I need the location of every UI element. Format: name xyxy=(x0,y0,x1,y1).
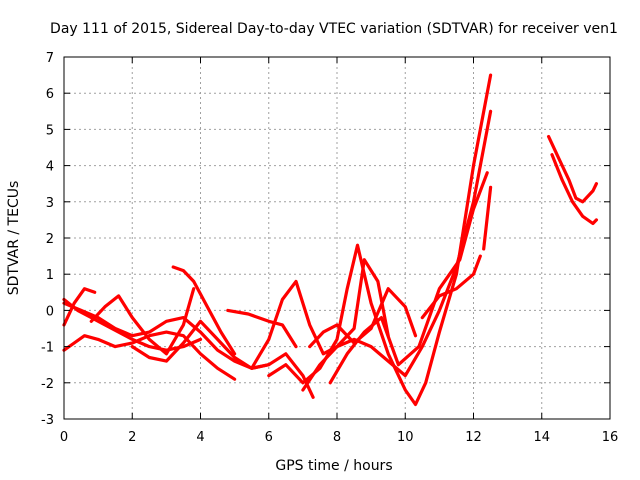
x-tick-label: 10 xyxy=(397,430,414,445)
y-tick-label: -2 xyxy=(41,377,54,392)
y-tick-label: 0 xyxy=(46,304,54,319)
series-arc17-markers xyxy=(551,154,597,225)
series-arc13-markers xyxy=(329,172,488,384)
x-tick-label: 14 xyxy=(533,430,550,445)
series-arc4 xyxy=(62,301,271,370)
series-arc1-markers xyxy=(63,331,236,380)
x-tick-label: 12 xyxy=(465,430,482,445)
y-tick-label: 5 xyxy=(46,123,54,138)
series-arc17 xyxy=(550,153,599,226)
y-tick-label: 6 xyxy=(46,87,54,102)
series-arc13 xyxy=(328,171,489,385)
series-arc7-markers xyxy=(172,266,236,355)
y-tick-label: -3 xyxy=(41,413,54,428)
series-arc6 xyxy=(130,319,315,399)
series-arc2 xyxy=(62,297,203,352)
y-tick-label: -1 xyxy=(41,341,54,356)
x-tick-label: 4 xyxy=(196,430,204,445)
x-tick-label: 0 xyxy=(60,430,68,445)
y-tick-label: 2 xyxy=(46,232,54,247)
series-arc16 xyxy=(546,135,599,204)
y-tick-label: 7 xyxy=(46,51,54,66)
grid-lines xyxy=(64,57,610,419)
y-tick-label: 1 xyxy=(46,268,54,283)
series-arc5-markers xyxy=(90,288,195,355)
series-arc8 xyxy=(226,308,298,349)
series-arc9-markers xyxy=(251,257,389,369)
series-arc14 xyxy=(420,254,482,320)
chart-title: Day 111 of 2015, Sidereal Day-to-day VTE… xyxy=(50,21,618,37)
x-tick-label: 6 xyxy=(265,430,273,445)
data-series xyxy=(62,73,599,407)
x-axis-label: GPS time / hours xyxy=(275,458,392,474)
y-tick-label: 4 xyxy=(46,160,54,175)
series-arc12-markers xyxy=(309,287,417,348)
series-arc9 xyxy=(250,258,390,370)
series-arc16-markers xyxy=(547,136,598,203)
series-arc12 xyxy=(308,287,418,349)
x-tick-label: 16 xyxy=(602,430,619,445)
x-tick-label: 8 xyxy=(333,430,341,445)
y-tick-label: 3 xyxy=(46,196,54,211)
x-tick-label: 2 xyxy=(128,430,136,445)
y-axis-label: SDTVAR / TECUs xyxy=(6,181,22,296)
series-arc15 xyxy=(482,185,493,251)
series-arc3-markers xyxy=(63,287,95,326)
